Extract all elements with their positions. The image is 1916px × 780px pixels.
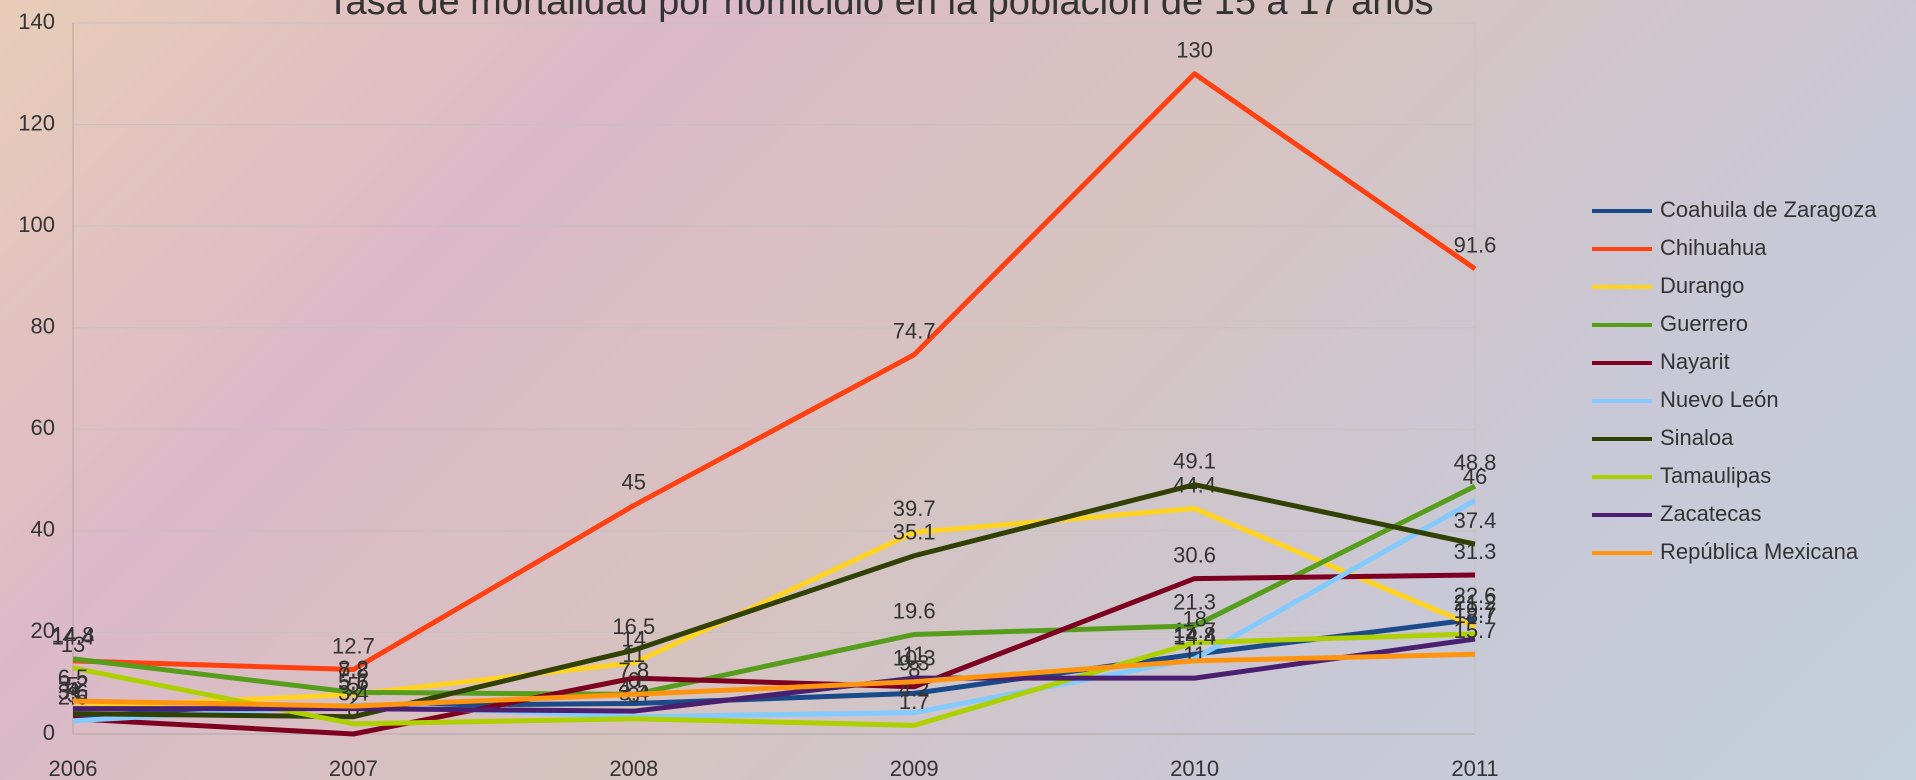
y-tick-label: 80: [31, 314, 55, 339]
series-line: [72, 631, 1476, 728]
data-label: 8.2: [338, 656, 369, 681]
data-label: 19.6: [893, 598, 936, 623]
data-label: 5: [347, 672, 359, 697]
legend-label: Chihuahua: [1660, 235, 1767, 260]
legend-label: Coahuila de Zaragoza: [1660, 197, 1877, 222]
series-line: [72, 572, 1476, 737]
data-label: 74.7: [893, 318, 936, 343]
data-label: 45: [622, 469, 646, 494]
series-line: [73, 636, 1476, 714]
data-label: 46: [1463, 464, 1487, 489]
data-label: 48.8: [1454, 450, 1497, 475]
data-label: 5.2: [58, 671, 89, 696]
legend-label: Durango: [1660, 273, 1744, 298]
x-tick-label: 2006: [49, 756, 98, 780]
series-line: [72, 506, 1476, 711]
data-label: 7.8: [619, 658, 650, 683]
data-label: 9.3: [899, 651, 930, 676]
y-tick-label: 0: [43, 720, 55, 745]
data-label: 49.1: [1173, 448, 1216, 473]
data-label: 19.7: [1454, 598, 1497, 623]
data-label: 15.7: [1454, 618, 1497, 643]
data-label: 37.4: [1454, 508, 1497, 533]
data-label: 18: [1182, 606, 1206, 631]
data-label: 91.6: [1454, 233, 1497, 258]
chart-title: Tasa de mortalidad por homicidio en la p…: [327, 0, 1434, 23]
y-tick-label: 120: [18, 110, 55, 135]
x-tick-label: 2011: [1451, 756, 1498, 780]
data-label: 39.7: [893, 496, 936, 521]
data-label: 15.7: [1173, 618, 1216, 643]
x-tick-label: 2009: [890, 756, 939, 780]
legend-label: Tamaulipas: [1660, 463, 1771, 488]
data-label: 18.7: [1454, 603, 1497, 628]
series-line: [72, 71, 1477, 673]
data-label: 2.6: [58, 685, 89, 710]
series-line: [72, 651, 1476, 709]
legend-label: Zacatecas: [1660, 501, 1762, 526]
data-label: 21.2: [1454, 590, 1497, 615]
data-label: 30.6: [1173, 542, 1216, 567]
data-label: 7.8: [338, 658, 369, 683]
data-label: 10.3: [893, 646, 936, 671]
data-label: 5.5: [338, 670, 369, 695]
data-label: 35.1: [893, 520, 936, 545]
legend-label: República Mexicana: [1660, 539, 1859, 564]
data-label: 12.7: [332, 633, 375, 658]
y-tick-label: 100: [18, 212, 55, 237]
data-label: 13: [61, 632, 85, 657]
legend-label: Sinaloa: [1660, 425, 1734, 450]
legend-label: Nayarit: [1660, 349, 1730, 374]
data-label: 11: [903, 642, 926, 667]
data-label: 14.8: [52, 623, 95, 648]
data-label: 14.4: [1173, 625, 1216, 650]
x-tick-label: 2008: [609, 756, 658, 780]
data-label: 5.7: [338, 669, 369, 694]
data-label: 16.5: [612, 614, 655, 639]
data-label: 14.4: [52, 625, 95, 650]
y-tick-label: 20: [31, 618, 55, 643]
legend-label: Guerrero: [1660, 311, 1748, 336]
series-line: [72, 483, 1477, 697]
data-label: 1.7: [899, 689, 930, 714]
data-label: 5: [67, 672, 79, 697]
x-tick-label: 2010: [1170, 756, 1219, 780]
data-label: 21.3: [1173, 590, 1216, 615]
data-label: 22.6: [1454, 583, 1497, 608]
legend-label: Nuevo León: [1660, 387, 1779, 412]
data-label: 4: [67, 677, 79, 702]
y-tick-label: 60: [31, 415, 55, 440]
data-label: 6.5: [58, 665, 89, 690]
data-label: 3.4: [338, 681, 369, 706]
y-tick-label: 40: [31, 517, 55, 542]
data-label: 130: [1176, 38, 1213, 63]
x-tick-label: 2007: [329, 756, 378, 780]
y-tick-label: 140: [18, 9, 55, 34]
